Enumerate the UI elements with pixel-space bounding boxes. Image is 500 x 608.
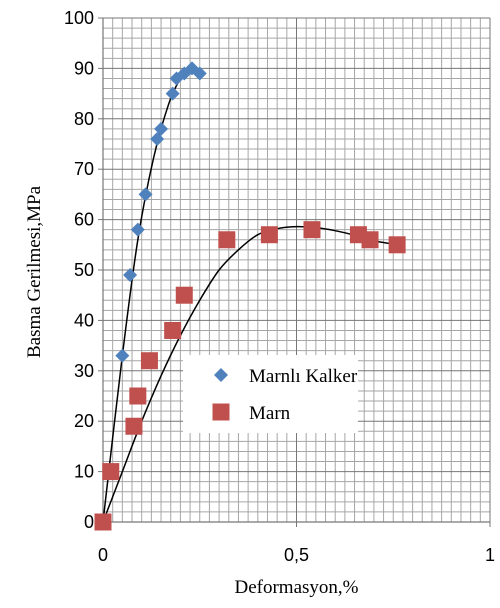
y-tick-label: 30 — [74, 361, 94, 381]
y-tick-label: 20 — [74, 411, 94, 431]
marn-point — [102, 463, 119, 480]
marn-point — [176, 287, 193, 304]
marn-point — [129, 388, 146, 405]
y-tick-label: 0 — [84, 512, 94, 532]
x-tick-label: 0 — [98, 545, 108, 565]
y-axis-title: Basma Gerilmesi,MPa — [24, 185, 45, 358]
marn-point — [303, 221, 320, 238]
x-tick-label: 1 — [485, 545, 495, 565]
y-tick-label: 50 — [74, 260, 94, 280]
marn-point — [362, 231, 379, 248]
y-tick-label: 70 — [74, 159, 94, 179]
y-tick-label: 60 — [74, 210, 94, 230]
y-tick-label: 40 — [74, 310, 94, 330]
legend-marker — [213, 404, 230, 421]
marn-point — [389, 236, 406, 253]
marn-point — [95, 514, 112, 531]
marn-point — [261, 226, 278, 243]
marn-point — [164, 322, 181, 339]
y-tick-label: 90 — [74, 58, 94, 78]
y-tick-label: 10 — [74, 462, 94, 482]
x-tick-label: 0,5 — [284, 545, 309, 565]
y-tick-label: 100 — [64, 8, 94, 28]
legend-label: Marnlı Kalker — [249, 366, 358, 387]
marn-point — [218, 231, 235, 248]
x-axis-title: Deformasyon,% — [235, 577, 359, 598]
marn-point — [141, 352, 158, 369]
marn-point — [125, 418, 142, 435]
y-tick-label: 80 — [74, 109, 94, 129]
legend-label: Marn — [249, 403, 291, 424]
